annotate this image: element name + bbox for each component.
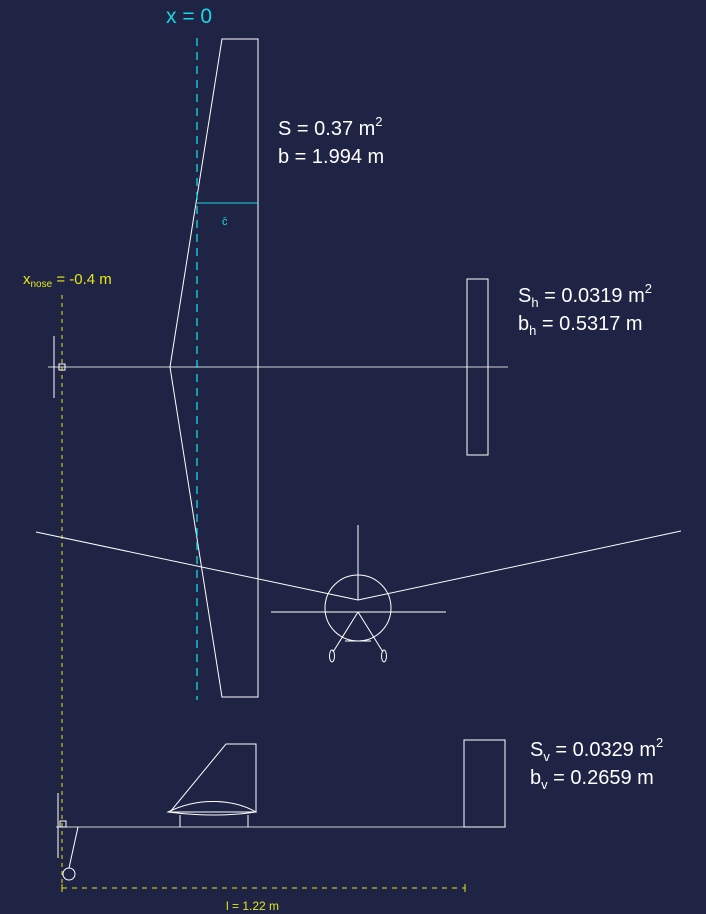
vtail-span-label: bv = 0.2659 m — [530, 767, 654, 792]
wing-area-label: S = 0.37 m2 — [278, 114, 383, 140]
side-vertical-tail — [463, 739, 506, 828]
front-wing-right — [357, 530, 682, 601]
side-view — [56, 739, 506, 881]
front-wheel-right — [381, 649, 387, 663]
side-wheel — [62, 867, 76, 881]
length-label: l = 1.22 m — [226, 899, 279, 913]
front-gear-right — [357, 611, 384, 653]
reference-label: x = 0 — [166, 5, 212, 28]
mac-label: c̄ — [222, 216, 228, 228]
side-gear-leg — [68, 826, 79, 869]
front-wheel-left — [329, 649, 335, 663]
front-view — [35, 525, 682, 663]
front-gear-left — [332, 611, 359, 653]
wing-planform — [169, 38, 259, 698]
front-wing-left — [35, 531, 359, 601]
htail-area-label: Sh = 0.0319 m2 — [518, 281, 652, 310]
horizontal-tail-planform — [466, 278, 489, 456]
vtail-area-label: Sv = 0.0329 m2 — [530, 735, 663, 764]
top-view — [48, 38, 508, 698]
side-airfoil — [166, 801, 258, 816]
side-nose-marker — [59, 820, 67, 828]
nose-position-label: xnose = -0.4 m — [23, 271, 112, 290]
htail-span-label: bh = 0.5317 m — [518, 313, 643, 338]
wing-span-label: b = 1.994 m — [278, 146, 384, 168]
